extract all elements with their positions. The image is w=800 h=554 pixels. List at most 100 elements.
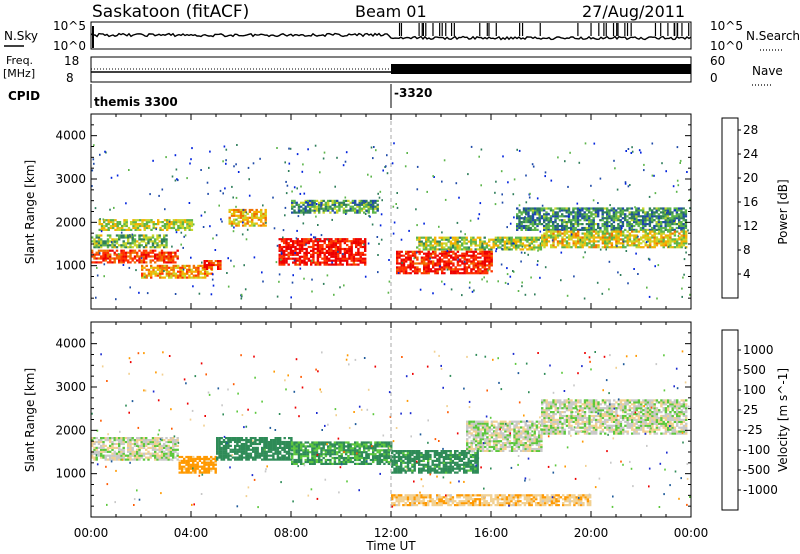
power-cell <box>332 242 335 245</box>
power-cell <box>188 268 191 271</box>
velocity-cell <box>336 447 339 450</box>
power-cell <box>230 222 234 225</box>
power-cell <box>472 272 475 275</box>
velocity-cell <box>300 455 303 458</box>
power-cell <box>590 240 593 243</box>
power-cell <box>655 221 658 224</box>
velocity-cell <box>367 449 370 452</box>
power-cell <box>615 211 618 214</box>
power-cell <box>565 209 568 212</box>
power-cell <box>208 260 211 263</box>
velocity-cell <box>254 442 257 446</box>
power-cell <box>157 221 160 224</box>
power-cell <box>452 252 455 255</box>
power-cell <box>677 184 680 187</box>
power-cell <box>533 248 536 251</box>
power-cell <box>534 226 537 230</box>
power-cell <box>388 259 390 261</box>
power-cell <box>210 263 213 267</box>
power-cell <box>195 274 198 277</box>
power-cell <box>443 256 446 259</box>
power-cell <box>646 238 650 241</box>
power-cell <box>321 240 324 243</box>
velocity-cell <box>124 437 128 440</box>
power-cell <box>376 207 379 210</box>
power-cell <box>114 228 117 231</box>
power-cell <box>680 242 683 245</box>
velocity-cell <box>165 437 168 440</box>
velocity-cell <box>147 450 150 453</box>
power-cell <box>414 272 417 275</box>
power-cell <box>583 234 587 237</box>
power-cell <box>147 274 151 277</box>
power-cell <box>129 257 132 260</box>
velocity-cell <box>151 446 155 449</box>
power-cell <box>567 185 569 188</box>
power-cell <box>283 242 286 245</box>
power-cell <box>683 273 685 276</box>
velocity-cell <box>138 458 141 461</box>
power-cell <box>165 242 168 245</box>
power-cell <box>172 268 175 271</box>
velocity-cell <box>360 451 364 454</box>
power-cell <box>524 246 527 249</box>
power-cell <box>141 219 144 222</box>
power-cell <box>517 244 520 247</box>
power-cell <box>547 223 550 226</box>
velocity-cell <box>120 442 123 446</box>
power-cell <box>441 250 444 253</box>
power-cell <box>454 238 457 241</box>
power-cell <box>416 270 419 273</box>
power-cell <box>206 274 209 277</box>
velocity-cell <box>129 454 132 457</box>
power-cell <box>151 259 155 262</box>
velocity-cell <box>158 440 161 444</box>
velocity-cell <box>138 452 141 455</box>
power-cell <box>655 232 659 235</box>
power-cell <box>402 264 406 267</box>
power-cell <box>340 201 343 204</box>
power-cell <box>666 224 670 228</box>
power-cell <box>156 236 159 239</box>
power-cell <box>104 244 107 247</box>
power-cell <box>175 219 178 222</box>
power-cell <box>429 254 433 257</box>
power-cell <box>156 266 160 269</box>
velocity-cell <box>222 450 226 453</box>
power-cell <box>348 255 351 258</box>
power-cell <box>549 221 553 224</box>
power-cell <box>112 221 115 224</box>
power-cell <box>540 207 544 210</box>
power-cell <box>253 214 256 217</box>
power-cell <box>644 228 647 231</box>
velocity-cell <box>320 455 323 458</box>
power-cell <box>123 221 126 224</box>
power-cell <box>427 272 430 275</box>
power-cell <box>159 226 162 230</box>
power-cell <box>427 260 430 263</box>
power-cell <box>432 256 435 259</box>
power-cell <box>592 219 595 222</box>
power-cell <box>156 272 160 275</box>
power-cell <box>681 295 683 298</box>
power-cell <box>678 244 681 247</box>
power-cell <box>397 272 400 274</box>
power-cell <box>628 221 631 224</box>
power-cell <box>338 201 341 204</box>
power-cell <box>319 244 322 247</box>
power-cell <box>260 210 263 213</box>
power-cell <box>348 245 351 249</box>
velocity-cell <box>227 456 230 459</box>
power-cell <box>420 244 423 247</box>
power-cell <box>121 228 124 231</box>
power-cell <box>363 201 366 204</box>
power-cell <box>474 238 477 241</box>
velocity-cell <box>133 456 137 459</box>
velocity-cell <box>129 448 132 451</box>
velocity-cell <box>127 439 130 442</box>
velocity-cell <box>133 444 137 447</box>
power-cell <box>165 246 168 249</box>
power-cell <box>237 171 240 173</box>
power-cell <box>288 162 291 165</box>
power-cell <box>310 245 313 249</box>
